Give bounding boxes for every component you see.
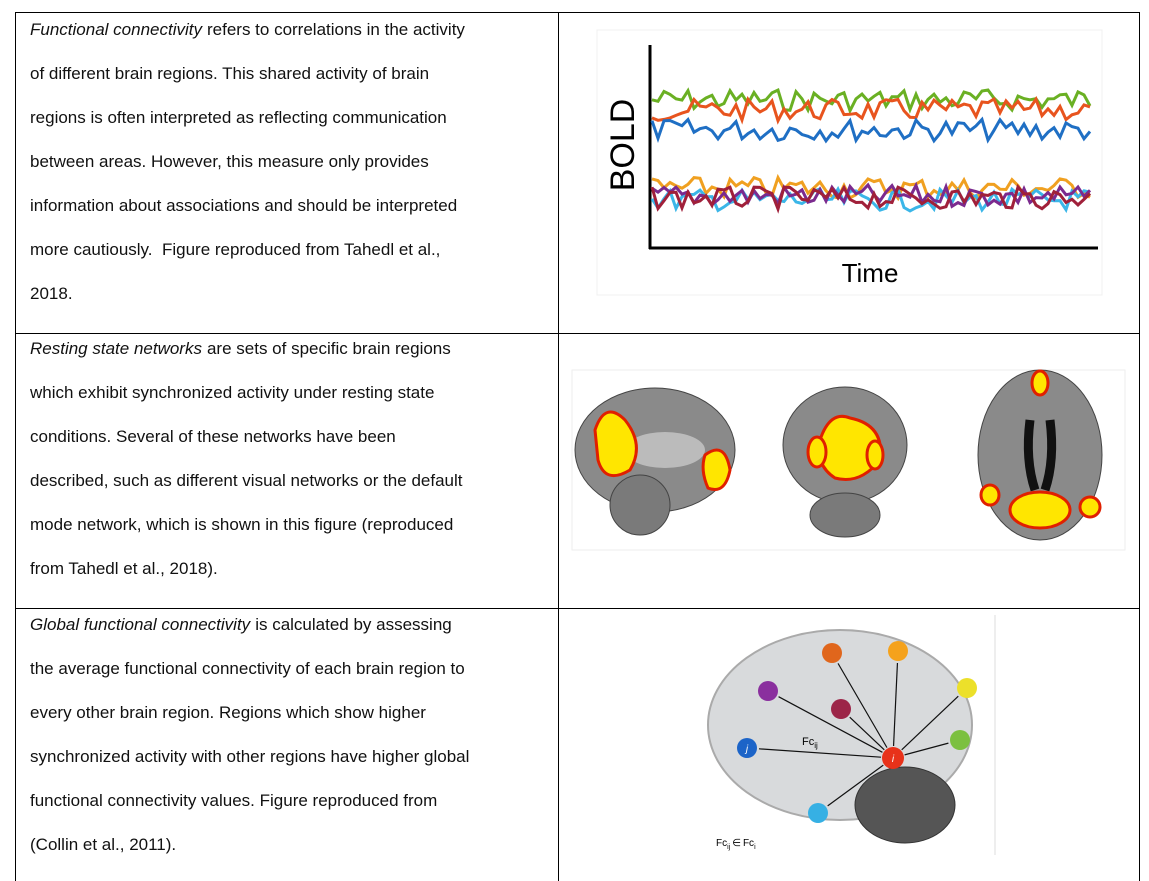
text-line: every other brain region. Regions which … — [30, 703, 426, 723]
text-line: (Collin et al., 2011). — [30, 835, 176, 855]
text-line: more cautiously. Figure reproduced from … — [30, 240, 440, 260]
text-line: 2018. — [30, 284, 73, 304]
edge-label-sub: ij — [814, 741, 818, 750]
text-line: regions is often interpreted as reflecti… — [30, 108, 447, 128]
node — [822, 643, 842, 663]
text: synchronized activity with other regions… — [30, 747, 469, 766]
formula-sub: ij — [727, 844, 731, 851]
node — [888, 641, 908, 661]
text: from Tahedl et al., 2018). — [30, 559, 218, 578]
edge-label-base: Fc — [802, 736, 815, 748]
formula-base: Fc — [716, 838, 727, 849]
brain-axial — [978, 370, 1102, 540]
text: are sets of specific brain regions — [207, 339, 451, 358]
text-line: of different brain regions. This shared … — [30, 64, 429, 84]
node — [758, 681, 778, 701]
text-line: synchronized activity with other regions… — [30, 747, 469, 767]
text: every other brain region. Regions which … — [30, 703, 426, 722]
term: Resting state networks — [30, 339, 202, 358]
formula-sub2: i — [754, 844, 756, 851]
text: described, such as different visual netw… — [30, 471, 462, 490]
text-line: which exhibit synchronized activity unde… — [30, 383, 434, 403]
text-line: functional connectivity values. Figure r… — [30, 791, 437, 811]
text: regions is often interpreted as reflecti… — [30, 108, 447, 127]
node — [950, 730, 970, 750]
text-line: mode network, which is shown in this fig… — [30, 515, 453, 535]
figure-frame — [597, 30, 1102, 295]
text: between areas. However, this measure onl… — [30, 152, 429, 171]
node — [957, 678, 977, 698]
text: which exhibit synchronized activity unde… — [30, 383, 434, 402]
text: functional connectivity values. Figure r… — [30, 791, 437, 810]
text: (Collin et al., 2011). — [30, 835, 176, 854]
brain-glass — [708, 630, 972, 843]
formula: Fcij∈Fci — [716, 838, 756, 851]
formula-base2: Fc — [743, 838, 754, 849]
term: Functional connectivity — [30, 20, 202, 39]
text-line: from Tahedl et al., 2018). — [30, 559, 218, 579]
text: information about associations and shoul… — [30, 196, 457, 215]
text-line: information about associations and shoul… — [30, 196, 457, 216]
text: mode network, which is shown in this fig… — [30, 515, 453, 534]
text: refers to correlations in the activity — [207, 20, 465, 39]
y-label: BOLD — [604, 99, 642, 192]
text-line: Functional connectivity refers to correla… — [30, 20, 465, 40]
page: {"table": {"rows": [ {"term": "Functiona… — [0, 0, 1149, 881]
x-label: Time — [842, 258, 899, 288]
text-line: conditions. Several of these networks ha… — [30, 427, 396, 447]
text-line: described, such as different visual netw… — [30, 471, 462, 491]
text: conditions. Several of these networks ha… — [30, 427, 396, 446]
text: is calculated by assessing — [255, 615, 452, 634]
text-line: between areas. However, this measure onl… — [30, 152, 429, 172]
text: the average functional connectivity of e… — [30, 659, 465, 678]
text: 2018. — [30, 284, 73, 303]
text-line: the average functional connectivity of e… — [30, 659, 465, 679]
node — [808, 803, 828, 823]
text: more cautiously. Figure reproduced from … — [30, 240, 440, 259]
formula-op: ∈ — [732, 838, 741, 849]
node — [831, 699, 851, 719]
text-line: Resting state networks are sets of specif… — [30, 339, 451, 359]
text-line: Global functional connectivity is calcula… — [30, 615, 452, 635]
term: Global functional connectivity — [30, 615, 250, 634]
text: of different brain regions. This shared … — [30, 64, 429, 83]
